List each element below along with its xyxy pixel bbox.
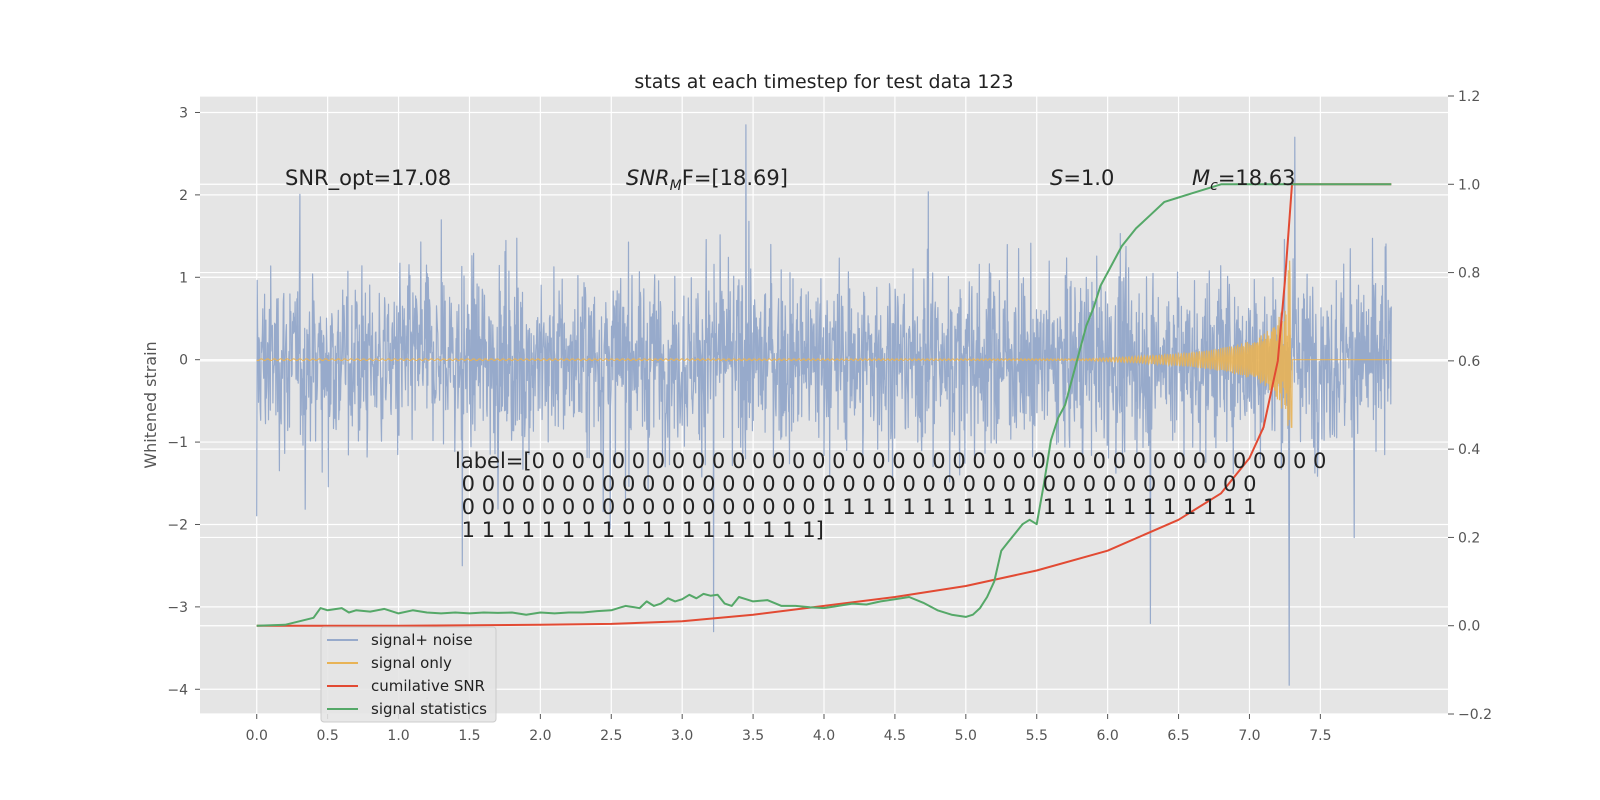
mc-value: =18.63 <box>1218 166 1296 190</box>
y2-tick-label: 0.4 <box>1458 442 1480 458</box>
x-tick-label: 7.0 <box>1238 728 1260 744</box>
y-tick-label: −1 <box>167 435 188 451</box>
series-signal-noise <box>256 124 1392 686</box>
series-cumulative-snr <box>256 183 1392 627</box>
label-line-3: 0 0 0 0 0 0 0 0 0 0 0 0 0 0 0 0 0 0 1 1 … <box>455 495 1256 519</box>
s-value: =1.0 <box>1063 166 1114 190</box>
label-line-2: 0 0 0 0 0 0 0 0 0 0 0 0 0 0 0 0 0 0 0 0 … <box>455 472 1256 496</box>
x-tick-label: 3.5 <box>742 728 764 744</box>
x-tick-label: 4.0 <box>813 728 835 744</box>
x-tick-label: 2.5 <box>600 728 622 744</box>
x-tick-label: 2.0 <box>529 728 551 744</box>
x-tick-label: 0.5 <box>317 728 339 744</box>
s-symbol: S <box>1050 166 1063 190</box>
snr-mf-rest: F=[18.69] <box>682 166 788 190</box>
mc-subscript: c <box>1210 178 1218 194</box>
label-line-4: 1 1 1 1 1 1 1 1 1 1 1 1 1 1 1 1 1 1] <box>455 518 824 542</box>
legend-box <box>320 626 497 723</box>
series-signal-only <box>256 260 1392 428</box>
legend-label-cumulative-snr: cumilative SNR <box>371 677 485 695</box>
y-tick-label: −3 <box>167 600 188 616</box>
mc-symbol: M <box>1192 166 1210 190</box>
y2-tick-label: −0.2 <box>1458 707 1492 723</box>
y-tick-label: 1 <box>179 270 188 286</box>
x-tick-label: 6.0 <box>1097 728 1119 744</box>
ticks: 0.0 0.5 1.0 1.5 2.0 2.5 3.0 3.5 4.0 4.5 5.0 5.5 6.0 6… <box>167 89 1492 744</box>
y-tick-label: 0 <box>179 353 188 369</box>
y2-tick-label: 0.2 <box>1458 530 1480 546</box>
y-tick-label: 2 <box>179 188 188 204</box>
x-tick-label: 4.5 <box>884 728 906 744</box>
x-tick-label: 0.0 <box>246 728 268 744</box>
snr-opt-annotation: SNR_opt=17.08 <box>285 166 451 191</box>
y2-tick-label: 0.6 <box>1458 354 1480 370</box>
s-annotation: S=1.0 <box>1050 166 1114 190</box>
y-tick-label: −2 <box>167 517 188 533</box>
mc-annotation: Mc=18.63 <box>1192 166 1296 194</box>
y2-tick-label: 1.0 <box>1458 177 1480 193</box>
x-tick-label: 3.0 <box>671 728 693 744</box>
legend-label-signal-noise: signal+ noise <box>371 631 473 649</box>
series-signal-statistics <box>256 183 1392 627</box>
y-axis-label: Whitened strain <box>141 341 160 468</box>
y-tick-label: −4 <box>167 682 188 698</box>
y2-tick-label: 0.0 <box>1458 619 1480 635</box>
snr-mf-annotation: SNRMF=[18.69] <box>626 166 788 194</box>
legend-label-signal-only: signal only <box>371 654 452 672</box>
chart-title: stats at each timestep for test data 123 <box>634 71 1013 93</box>
x-tick-label: 5.5 <box>1026 728 1048 744</box>
series-layer <box>256 124 1392 686</box>
y-tick-label: 3 <box>179 105 188 121</box>
y2-tick-label: 1.2 <box>1458 89 1480 105</box>
annotations: SNR_opt=17.08 SNRMF=[18.69] S=1.0 Mc=18.… <box>285 166 1326 542</box>
x-tick-label: 1.0 <box>387 728 409 744</box>
snr-mf-subscript: M <box>670 178 682 194</box>
x-tick-label: 7.5 <box>1309 728 1331 744</box>
snr-mf-base: SNR <box>626 166 670 190</box>
label-line-1: label=[0 0 0 0 0 0 0 0 0 0 0 0 0 0 0 0 0… <box>455 449 1326 473</box>
x-tick-label: 1.5 <box>458 728 480 744</box>
y2-tick-label: 0.8 <box>1458 266 1480 282</box>
x-tick-label: 5.0 <box>955 728 977 744</box>
x-tick-label: 6.5 <box>1167 728 1189 744</box>
legend: se ise signal+ noise signal only cumilat… <box>320 626 497 723</box>
legend-label-signal-statistics: signal statistics <box>371 700 487 718</box>
